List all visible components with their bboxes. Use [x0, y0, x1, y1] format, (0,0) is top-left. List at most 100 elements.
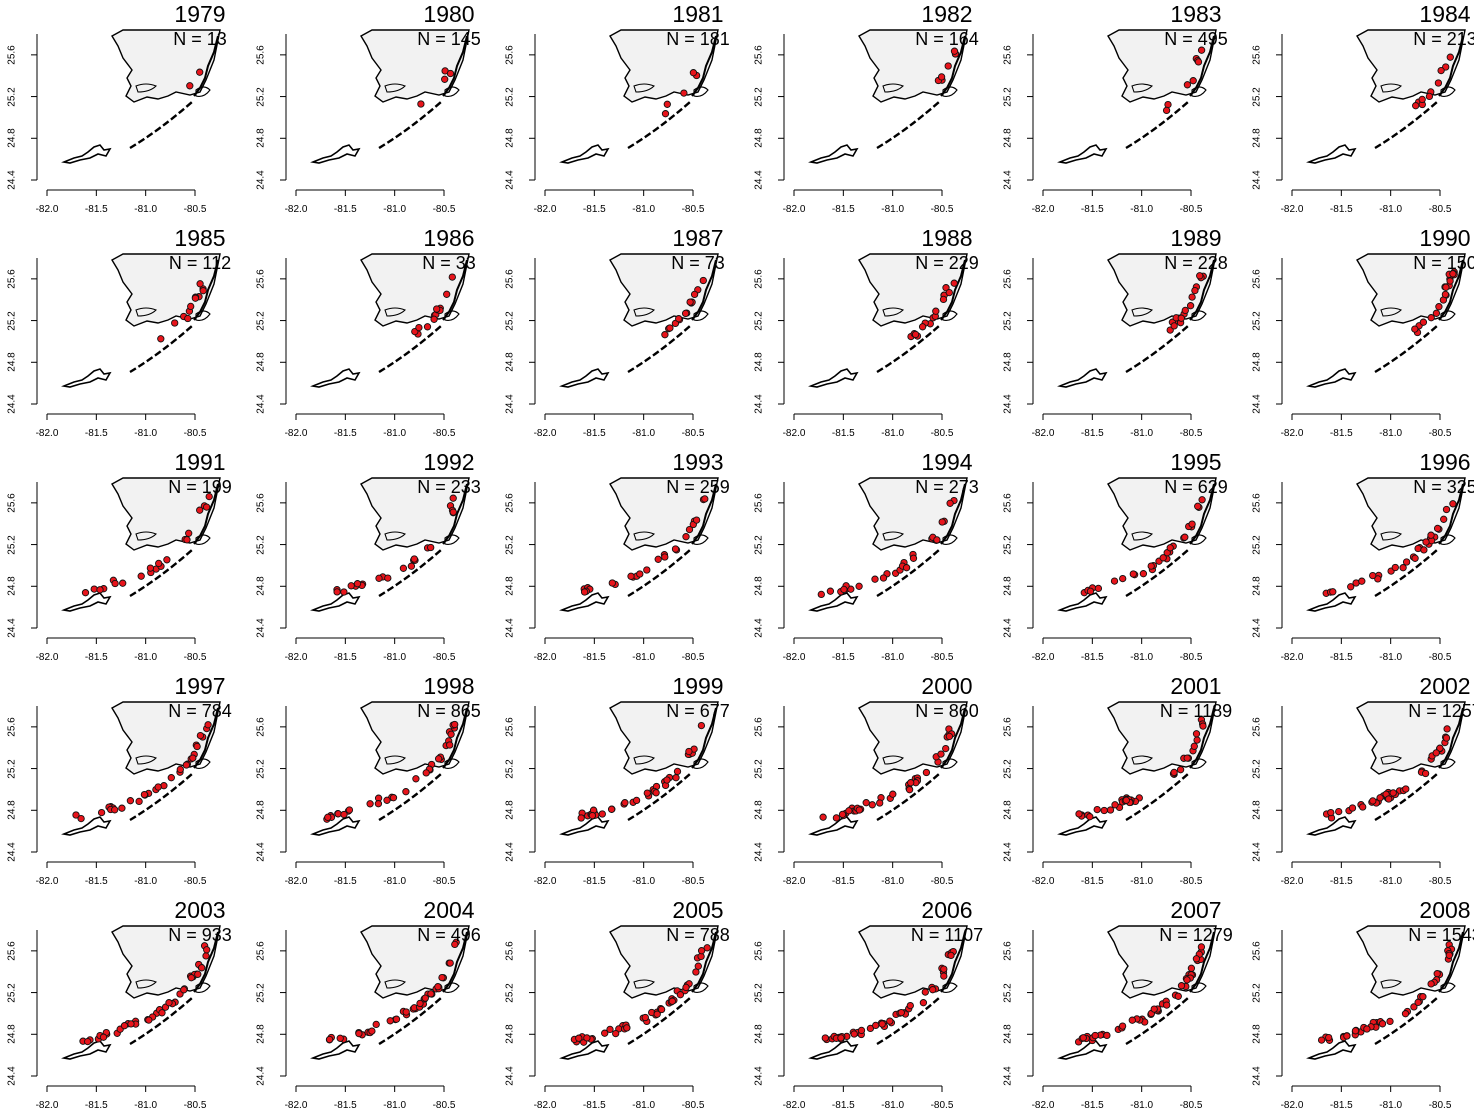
y-tick-label: 25.6	[1248, 265, 1266, 293]
lower-keys	[559, 816, 610, 836]
y-tick-text: 24.8	[255, 352, 267, 373]
upper-keys	[193, 707, 219, 769]
y-tick-label: 24.8	[501, 124, 519, 152]
x-tick-label: -81.5	[84, 204, 108, 215]
sighting-point	[1189, 77, 1197, 85]
y-tick-label: 25.2	[501, 531, 519, 559]
sighting-count: N = 1279	[1159, 925, 1233, 945]
sighting-point	[878, 1020, 886, 1028]
sighting-point	[1106, 806, 1115, 814]
x-tick-label: -81.5	[582, 876, 606, 887]
keys-map	[1027, 253, 1217, 420]
upper-keys	[691, 259, 717, 321]
sighting-point	[580, 588, 589, 596]
keys-map	[778, 701, 968, 868]
map-panel-1996: 1996 N = 325 25.6 25.2 24.8 24.4 -82.0 -81.5 -81…	[1245, 448, 1474, 672]
sighting-point	[583, 1034, 591, 1042]
sighting-point	[661, 331, 669, 339]
middle-keys	[378, 325, 442, 374]
x-tick-label: -81.0	[383, 652, 407, 663]
sighting-point	[1391, 563, 1399, 572]
keys-map	[778, 29, 968, 196]
keys-map	[529, 253, 719, 420]
lower-keys	[310, 368, 361, 388]
y-tick-label: 25.2	[999, 531, 1017, 559]
y-tick-text: 25.6	[6, 269, 18, 289]
map-panel-1985: 1985 N = 112 25.6 25.2 24.8 24.4 -82.0 -81.5 -81…	[0, 224, 249, 448]
y-tick-text: 24.4	[1251, 394, 1263, 414]
sighting-point	[325, 1035, 334, 1044]
x-tick-label: -82.0	[1031, 204, 1055, 215]
mainland-florida	[609, 29, 719, 103]
map-panel-2006: 2006 N = 1107 25.6 25.2 24.8 24.4 -82.0 -81.5 -8…	[747, 896, 996, 1120]
y-tick-text: 25.2	[753, 758, 765, 779]
middle-keys	[627, 101, 691, 150]
lower-keys	[61, 816, 112, 836]
x-tick-label: -80.5	[1179, 1100, 1203, 1111]
sighting-count: N = 677	[666, 701, 730, 721]
y-tick-text: 24.4	[1251, 170, 1263, 190]
y-tick-text: 25.2	[1002, 758, 1014, 779]
sighting-point	[1188, 293, 1196, 301]
x-tick-label: -81.0	[1379, 1100, 1403, 1111]
sighting-point	[661, 110, 670, 118]
panel-year-title: 1996	[1419, 449, 1471, 475]
y-tick-text: 24.8	[6, 352, 18, 373]
sighting-point	[1442, 734, 1451, 742]
map-panel-1991: 1991 N = 199 25.6 25.2 24.8 24.4 -82.0 -81.5 -81…	[0, 448, 249, 672]
middle-keys	[876, 101, 940, 150]
keys-map	[778, 253, 968, 420]
sighting-point	[876, 799, 884, 807]
map-panel-1992: 1992 N = 233 25.6 25.2 24.8 24.4 -82.0 -81.5 -81…	[249, 448, 498, 672]
y-tick-label: 24.4	[252, 838, 270, 866]
panel-year-title: 1987	[672, 225, 724, 251]
sighting-point	[1351, 1027, 1360, 1035]
keys-map	[529, 925, 719, 1092]
x-tick-label: -81.5	[1329, 204, 1353, 215]
sighting-point	[1419, 318, 1428, 326]
map-panel-2007: 2007 N = 1279 25.6 25.2 24.8 24.4 -82.0 -81.5 -8…	[996, 896, 1245, 1120]
sighting-point	[163, 556, 171, 564]
sighting-point	[120, 1022, 129, 1030]
y-tick-text: 25.2	[6, 758, 18, 779]
sighting-point	[1150, 1005, 1158, 1013]
sighting-point	[448, 273, 456, 281]
panel-year-title: 1993	[672, 449, 724, 475]
keys-map	[1276, 701, 1466, 868]
sighting-point	[945, 288, 953, 297]
x-tick-label: -80.5	[681, 204, 705, 215]
keys-map	[1276, 253, 1466, 420]
sighting-count: N = 933	[168, 925, 232, 945]
map-panel-2001: 2001 N = 1189 25.6 25.2 24.8 24.4 -82.0 -81.5 -8…	[996, 672, 1245, 896]
x-tick-label: -81.5	[831, 1100, 855, 1111]
sighting-point	[1445, 951, 1453, 959]
x-tick-label: -80.5	[1428, 652, 1452, 663]
sighting-point	[1425, 92, 1434, 101]
sighting-point	[127, 1020, 135, 1028]
x-tick-label: -81.5	[84, 876, 108, 887]
panel-year-title: 2004	[423, 897, 475, 923]
y-tick-label: 25.6	[3, 265, 21, 293]
keys-map	[31, 701, 221, 868]
sighting-point	[933, 536, 941, 544]
sighting-point	[652, 789, 660, 797]
sighting-point	[886, 1017, 894, 1025]
sighting-point	[111, 579, 119, 588]
sighting-point	[575, 1034, 583, 1042]
sighting-point	[929, 986, 937, 994]
sighting-point	[673, 767, 682, 776]
sighting-point	[1427, 980, 1435, 988]
sighting-point	[415, 323, 423, 332]
sighting-point	[375, 574, 383, 582]
map-panel-1984: 1984 N = 213 25.6 25.2 24.8 24.4 -82.0 -81.5 -81…	[1245, 0, 1474, 224]
y-tick-label: 25.6	[252, 937, 270, 965]
sighting-point	[1176, 766, 1185, 774]
y-tick-text: 25.2	[1251, 310, 1263, 331]
x-tick-label: -81.5	[333, 428, 357, 439]
x-tick-label: -82.0	[1280, 204, 1304, 215]
sighting-point	[837, 1034, 845, 1042]
sighting-point	[137, 572, 145, 580]
sighting-point	[612, 1029, 620, 1038]
x-tick-label: -80.5	[432, 876, 456, 887]
y-tick-text: 24.8	[1002, 352, 1014, 373]
